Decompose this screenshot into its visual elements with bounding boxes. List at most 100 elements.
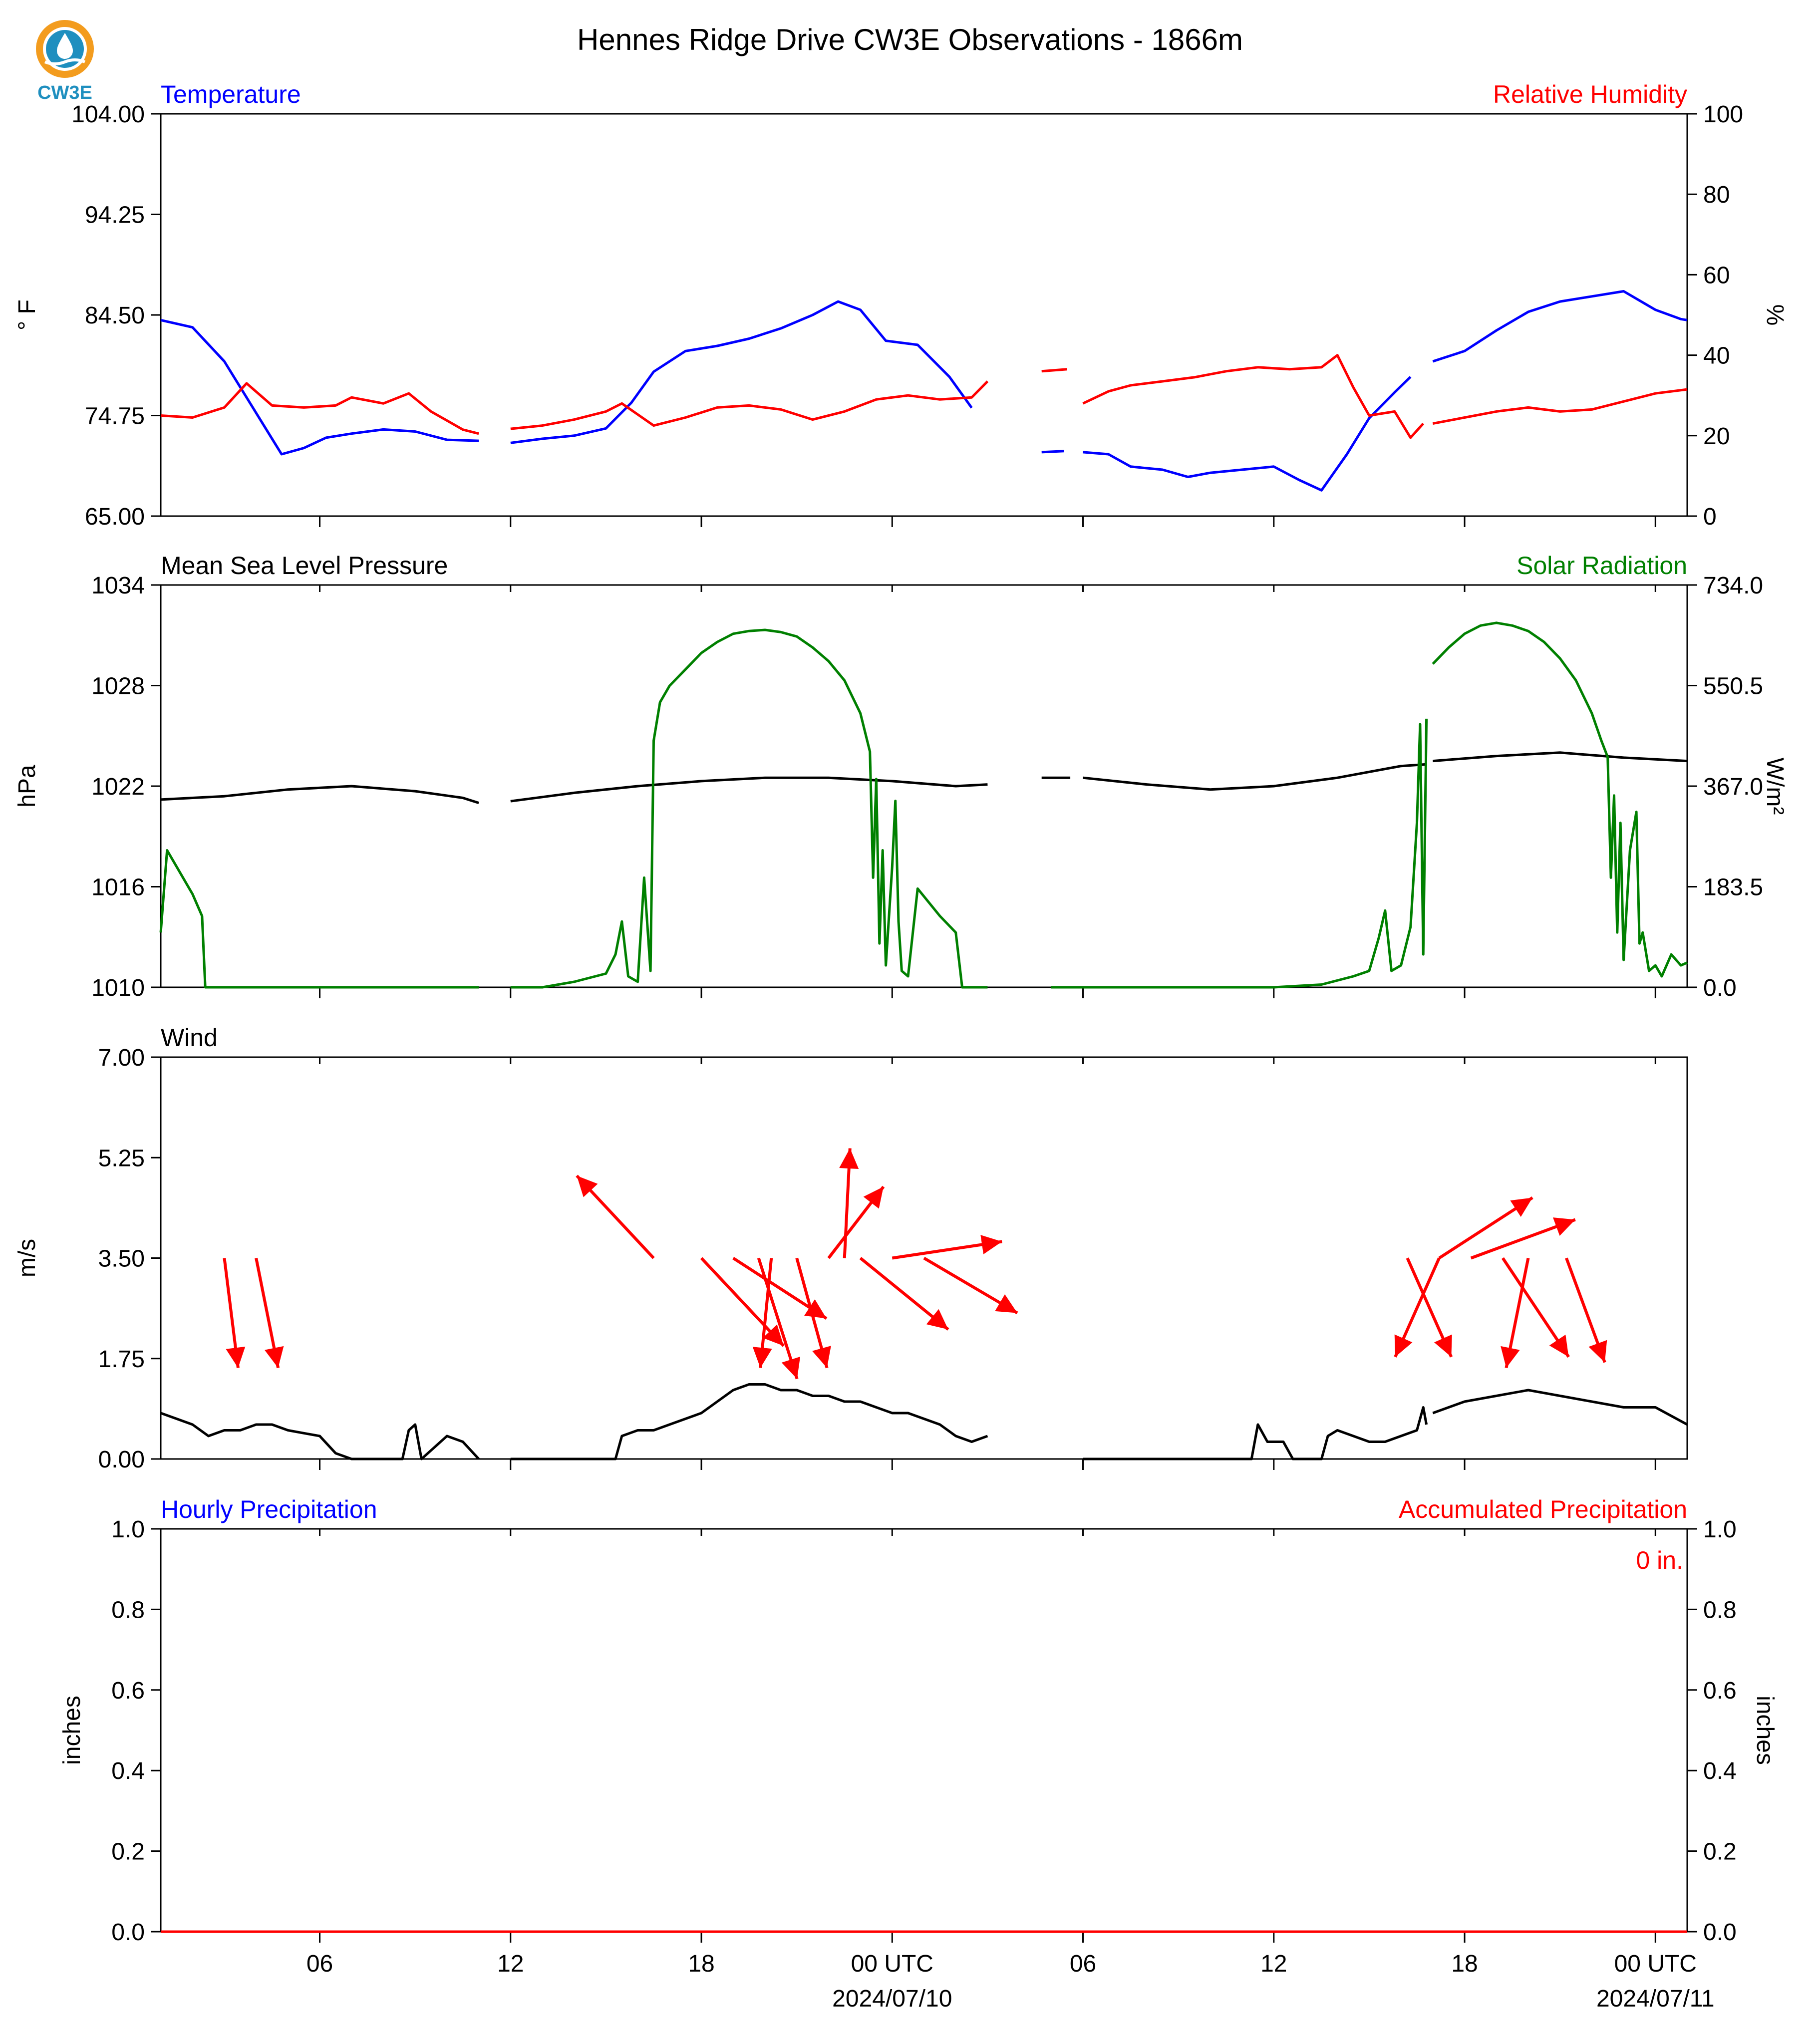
- wind-arrow-head: [781, 1356, 801, 1379]
- series-line-temperature: [1041, 450, 1064, 454]
- y-tick-label-right: 734.0: [1703, 573, 1763, 599]
- series-line-temperature: [510, 300, 973, 444]
- y-tick-label-right: 100: [1703, 101, 1743, 128]
- series-line-temperature: [1083, 376, 1412, 492]
- y-tick-label-left: 0.4: [111, 1758, 145, 1784]
- logo-text: CW3E: [37, 82, 92, 103]
- y-axis-label-left: ° F: [14, 299, 40, 330]
- wind-arrow-head: [980, 1235, 1002, 1254]
- y-axis-label-left: m/s: [14, 1239, 40, 1277]
- panel-temperature-humidity: Temperature Relative Humidity 65.00 74.75 84…: [14, 80, 1788, 530]
- x-tick-label: 12: [497, 1951, 524, 1977]
- wind-arrow-head: [763, 1324, 784, 1346]
- wind-arrow-head: [926, 1309, 948, 1330]
- wind-arrow-head: [1510, 1197, 1533, 1217]
- left-title: Temperature: [161, 80, 301, 108]
- wind-arrow-head: [1549, 1334, 1569, 1357]
- y-tick-label-right: 0.6: [1703, 1678, 1737, 1704]
- x-tick-label: 00 UTC: [851, 1951, 933, 1977]
- y-axis-label-right: inches: [1752, 1696, 1778, 1765]
- y-tick-label-left: 104.00: [71, 101, 145, 128]
- series-line-mean-sea-level-pressure: [1433, 751, 1688, 763]
- y-axis-label-left: hPa: [14, 765, 40, 808]
- wind-arrow-head: [812, 1346, 831, 1368]
- series-line-wind-speed: [160, 1412, 480, 1460]
- y-tick-label-right: 1.0: [1703, 1516, 1737, 1543]
- x-date-label: 2024/07/11: [1596, 1986, 1715, 2012]
- series-line-solar-radiation: [510, 628, 988, 989]
- x-tick-label: 06: [1070, 1951, 1096, 1977]
- wind-arrow-head: [1394, 1334, 1413, 1357]
- y-tick-label-right: 80: [1703, 182, 1730, 208]
- wind-arrow-head: [1501, 1346, 1520, 1368]
- right-title: Accumulated Precipitation: [1399, 1495, 1687, 1523]
- series-line-mean-sea-level-pressure: [510, 776, 988, 803]
- wind-arrow: [757, 1257, 799, 1380]
- y-tick-label-left: 1.0: [111, 1516, 145, 1543]
- series-line-temperature: [160, 318, 479, 456]
- y-tick-label-left: 1034: [91, 573, 145, 599]
- y-tick-label-left: 0.0: [111, 1919, 145, 1946]
- series-line-relative-humidity: [510, 380, 989, 430]
- y-tick-label-left: 1010: [91, 975, 145, 1001]
- y-tick-label-right: 40: [1703, 343, 1730, 369]
- x-tick-label: 18: [688, 1951, 714, 1977]
- left-title: Wind: [161, 1024, 218, 1052]
- y-axis-label-left: inches: [59, 1696, 85, 1765]
- series-line-relative-humidity: [1082, 354, 1425, 439]
- x-tick-label: 12: [1260, 1951, 1287, 1977]
- wind-arrow-head: [1434, 1334, 1452, 1357]
- y-tick-label-right: 20: [1703, 423, 1730, 450]
- plot-frame: [160, 584, 1688, 988]
- x-tick-label: 06: [306, 1951, 333, 1977]
- y-tick-label-left: 0.00: [98, 1447, 145, 1473]
- y-tick-label-left: 1.75: [98, 1346, 145, 1373]
- x-tick-label: 00 UTC: [1614, 1951, 1697, 1977]
- series-line-mean-sea-level-pressure: [1083, 763, 1427, 791]
- wind-arrow-head: [995, 1294, 1017, 1313]
- y-tick-label-left: 74.75: [85, 403, 145, 430]
- right-title: Solar Radiation: [1517, 552, 1687, 579]
- right-title: Relative Humidity: [1493, 80, 1687, 108]
- wind-arrow-head: [1588, 1340, 1607, 1363]
- cw3e-water-drop-icon: CW3E: [36, 20, 94, 103]
- series-line-solar-radiation: [159, 849, 479, 989]
- wind-arrow-head: [863, 1186, 884, 1209]
- y-tick-label-right: 60: [1703, 262, 1730, 289]
- y-tick-label-left: 0.2: [111, 1839, 145, 1865]
- plot-frame: [160, 113, 1688, 517]
- y-axis-label-right: W/m²: [1762, 758, 1788, 815]
- wind-arrow-head: [804, 1299, 827, 1319]
- wind-arrow-head: [1552, 1217, 1575, 1236]
- left-title: Mean Sea Level Pressure: [161, 552, 448, 579]
- y-tick-label-right: 0: [1703, 504, 1717, 530]
- series-line-relative-humidity: [160, 382, 479, 435]
- y-tick-label-left: 7.00: [98, 1045, 145, 1071]
- series-line-relative-humidity: [1432, 388, 1688, 425]
- y-tick-label-left: 5.25: [98, 1145, 145, 1171]
- series-line-wind-speed: [510, 1383, 988, 1460]
- y-tick-label-right: 0.8: [1703, 1597, 1737, 1623]
- y-tick-label-left: 0.8: [111, 1597, 145, 1623]
- accumulation-label: 0 in.: [1636, 1546, 1683, 1574]
- x-date-label: 2024/07/10: [832, 1986, 952, 2012]
- y-tick-label-right: 0.0: [1703, 1919, 1737, 1946]
- series-line-temperature: [1432, 290, 1688, 363]
- panel-pressure-solar: Mean Sea Level Pressure Solar Radiation 10…: [14, 552, 1788, 1001]
- x-tick-label: 18: [1451, 1951, 1478, 1977]
- y-axis-label-right: %: [1762, 304, 1788, 326]
- y-tick-label-left: 3.50: [98, 1246, 145, 1272]
- y-tick-label-left: 94.25: [85, 202, 145, 229]
- series-line-solar-radiation: [1432, 621, 1688, 978]
- panel-wind: Wind 0.00 1.75 3.50 5.25 7.00 m/s: [14, 1024, 1688, 1473]
- y-tick-label-left: 1022: [91, 774, 145, 800]
- y-tick-label-right: 550.5: [1703, 673, 1763, 700]
- series-line-solar-radiation: [1051, 718, 1428, 989]
- y-tick-label-right: 183.5: [1703, 874, 1763, 901]
- chart-title: Hennes Ridge Drive CW3E Observations - 1…: [577, 23, 1243, 56]
- plot-frame: [160, 1528, 1688, 1933]
- cw3e-logo: CW3E: [30, 14, 100, 104]
- series-line-wind-speed: [1083, 1406, 1428, 1460]
- panel-precipitation: Hourly Precipitation Accumulated Precipit…: [59, 1495, 1778, 2012]
